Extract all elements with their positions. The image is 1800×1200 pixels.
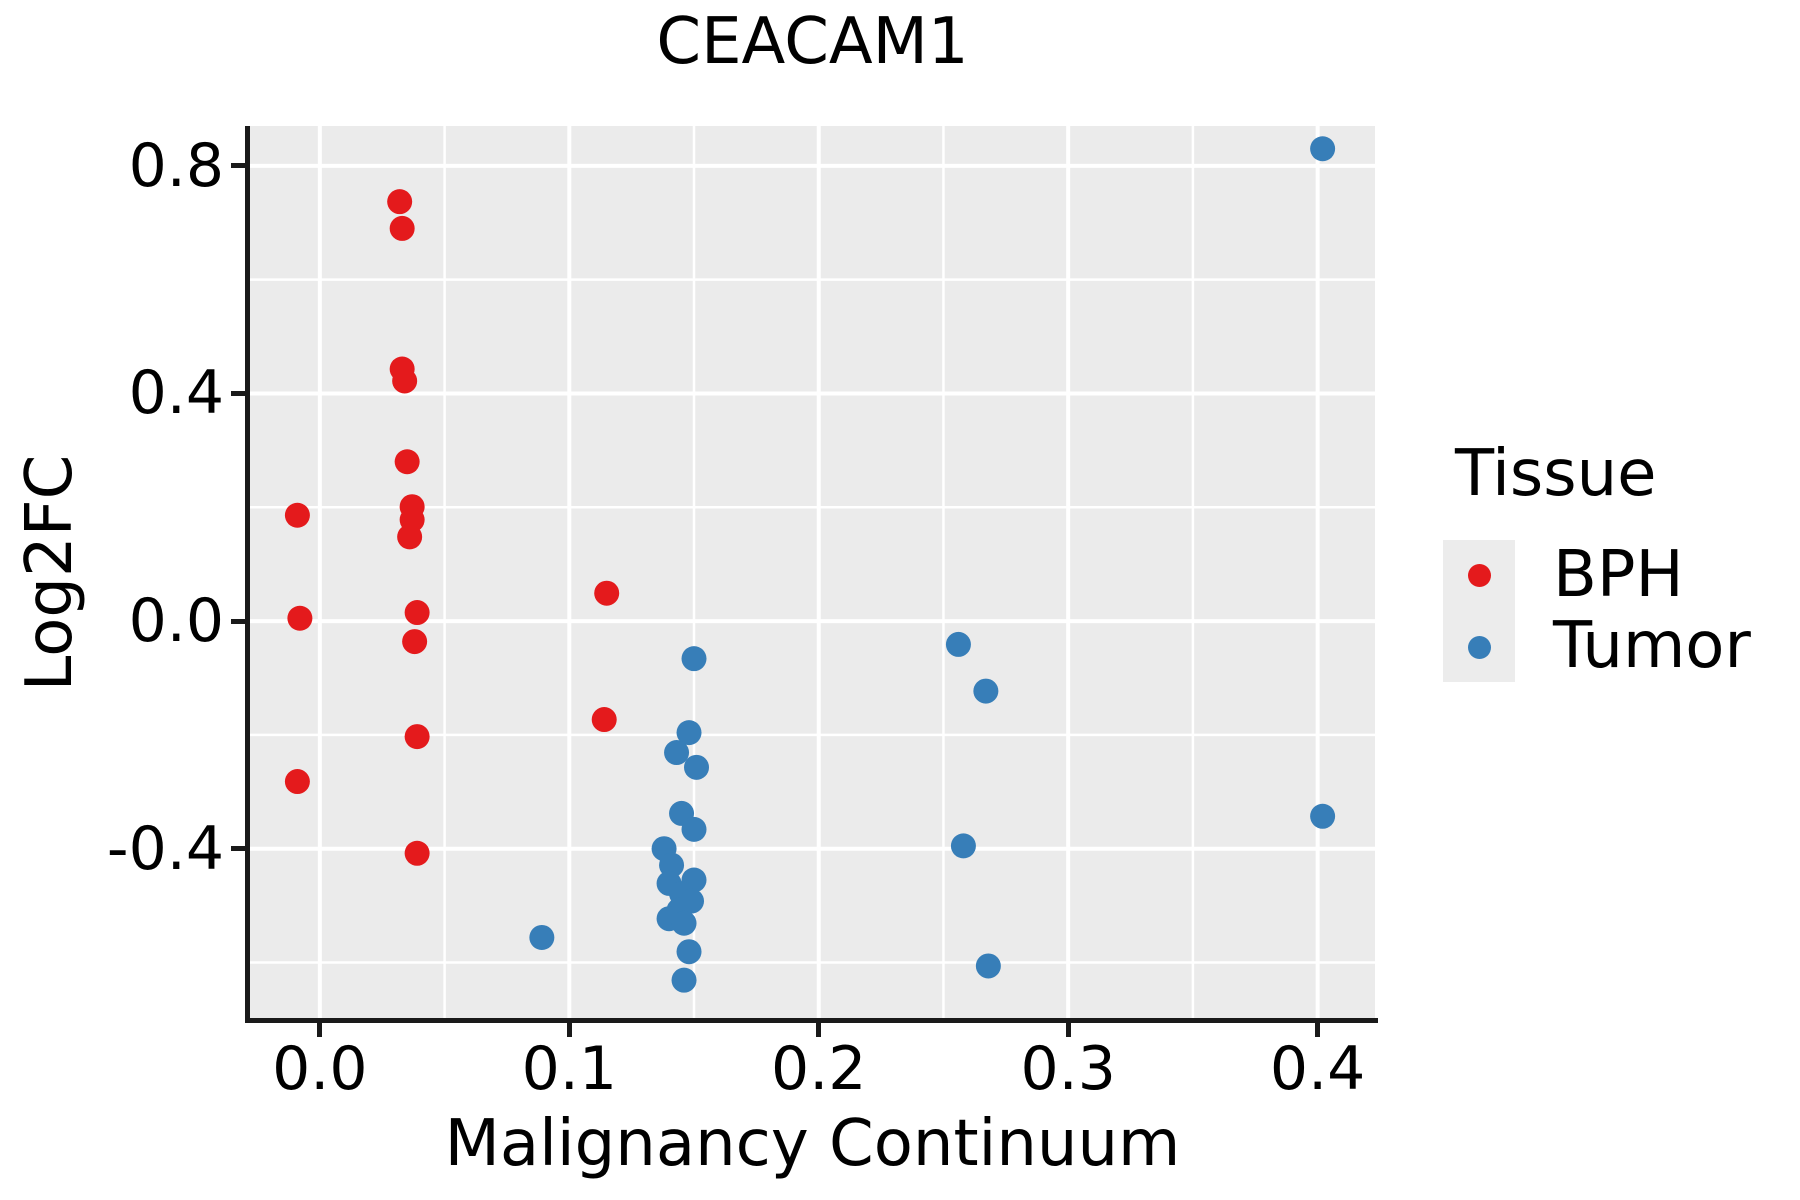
data-point-bph (284, 769, 310, 795)
data-point-tumor (681, 646, 707, 672)
y-tick-label: 0.8 (128, 130, 224, 201)
x-tick-label: 0.2 (771, 1034, 867, 1104)
x-tick-mark (1315, 1023, 1321, 1037)
data-point-tumor (676, 720, 702, 746)
data-point-tumor (973, 678, 999, 704)
data-point-bph (404, 600, 430, 626)
legend-title: Tissue (1455, 437, 1657, 511)
data-point-tumor (1310, 136, 1336, 162)
data-point-tumor (659, 852, 685, 878)
x-tick-mark (566, 1023, 572, 1037)
data-point-bph (591, 707, 617, 733)
legend-marker-tumor-icon (1468, 636, 1491, 659)
data-point-bph (397, 524, 423, 550)
data-point-tumor (664, 740, 690, 766)
y-axis-label: Log2FC (13, 454, 87, 692)
x-tick-mark (317, 1023, 323, 1037)
data-point-bph (404, 724, 430, 750)
chart-title: CEACAM1 (656, 5, 969, 79)
plot-panel-background (250, 126, 1375, 1020)
data-point-tumor (945, 631, 971, 657)
x-tick-label: 0.4 (1269, 1034, 1366, 1104)
y-tick-mark (231, 163, 245, 169)
x-axis-spine (245, 1018, 1378, 1023)
data-point-tumor (529, 924, 555, 950)
legend-marker-bph-icon (1468, 564, 1491, 587)
data-point-bph (404, 840, 430, 866)
x-tick-label: 0.0 (272, 1034, 368, 1104)
data-point-tumor (950, 833, 976, 859)
y-tick-label: 0.0 (128, 586, 224, 657)
x-axis-label: Malignancy Continuum (444, 1107, 1181, 1181)
y-axis-spine (245, 126, 250, 1023)
scatter-plot-canvas (250, 126, 1375, 1020)
legend-label-bph: BPH (1553, 538, 1684, 612)
y-tick-mark (231, 390, 245, 396)
y-tick-label: 0.4 (128, 358, 224, 429)
data-point-tumor (671, 967, 697, 993)
data-point-tumor (1310, 803, 1336, 829)
data-point-bph (387, 189, 413, 215)
data-point-bph (594, 580, 620, 606)
data-point-bph (402, 629, 428, 655)
data-point-tumor (681, 816, 707, 842)
y-tick-mark (231, 846, 245, 852)
data-point-bph (394, 449, 420, 475)
data-point-bph (392, 368, 418, 394)
data-point-bph (287, 605, 313, 631)
x-tick-label: 0.1 (521, 1034, 617, 1104)
x-tick-label: 0.3 (1020, 1034, 1116, 1104)
plot-area (250, 126, 1375, 1020)
y-tick-label: -0.4 (106, 813, 224, 884)
data-point-tumor (975, 953, 1001, 979)
x-tick-mark (1065, 1023, 1071, 1037)
data-point-tumor (684, 754, 710, 780)
y-tick-mark (231, 618, 245, 624)
data-point-bph (389, 215, 415, 241)
data-point-bph (284, 502, 310, 528)
x-tick-mark (816, 1023, 822, 1037)
legend-label-tumor: Tumor (1553, 609, 1751, 683)
data-point-tumor (671, 910, 697, 936)
data-point-tumor (676, 939, 702, 965)
